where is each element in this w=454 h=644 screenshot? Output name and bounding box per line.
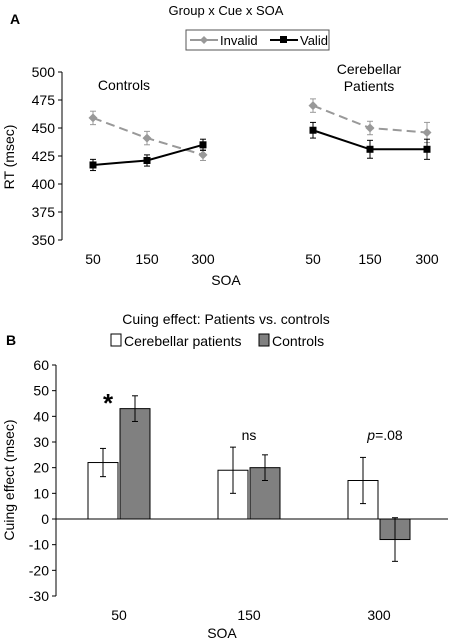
chart-a-point-valid (366, 145, 374, 153)
chart-a-y-tick-label: 425 (32, 148, 56, 164)
chart-a-point-invalid (198, 150, 208, 160)
chart-a-x-tick-label: 300 (191, 251, 215, 267)
chart-a-group-label-controls: Controls (98, 77, 150, 93)
legend-valid-marker (280, 36, 287, 43)
chart-a-y-tick-label: 375 (32, 204, 56, 220)
chart-b-x-axis-label: SOA (207, 625, 237, 641)
chart-b-plot-area: -30 -20 -10 0 10 20 30 40 50 60 50 150 300 * ns p=.08 (29, 357, 448, 623)
chart-a-point-invalid (308, 101, 318, 111)
chart-a-y-tick-label: 500 (32, 64, 56, 80)
chart-a-x-tick-label: 50 (85, 251, 101, 267)
chart-a-point-invalid (422, 127, 432, 137)
chart-a-plot-area: 350 375 400 425 450 475 500 50 150 300 50 150 300 (32, 64, 439, 267)
chart-a-point-valid (89, 161, 97, 169)
chart-b-y-tick-label: 40 (33, 408, 49, 424)
chart-b-y-tick-label: 60 (33, 357, 49, 373)
chart-a-x-tick-label: 50 (305, 251, 321, 267)
chart-a-x-tick-label: 300 (415, 251, 439, 267)
chart-a-y-axis-label: RT (msec) (1, 125, 17, 190)
chart-b-y-tick-label: -30 (29, 588, 49, 604)
chart-a-group-label-patients-line1: Cerebellar (337, 61, 402, 77)
chart-a-point-valid (309, 126, 317, 134)
legend-controls-swatch (258, 333, 270, 347)
chart-a-y-tick-label: 350 (32, 232, 56, 248)
chart-b-annotation-ns: ns (242, 427, 257, 443)
panel-label-a: A (10, 11, 20, 27)
legend-patients-label: Cerebellar patients (124, 333, 242, 349)
chart-a-y-tick-label: 475 (32, 92, 56, 108)
legend-invalid-marker (200, 36, 208, 44)
chart-b-y-tick-label: 50 (33, 383, 49, 399)
chart-a-point-invalid (365, 123, 375, 133)
chart-a-point-invalid (88, 113, 98, 123)
panel-label-b: B (6, 332, 16, 348)
chart-b-y-axis-label: Cuing effect (msec) (1, 419, 17, 540)
legend-patients-swatch (110, 333, 122, 347)
chart-b-y-tick-label: 20 (33, 460, 49, 476)
chart-b-y-tick-label: 0 (41, 511, 49, 527)
chart-a-y-tick-label: 400 (32, 176, 56, 192)
chart-a-x-tick-label: 150 (135, 251, 159, 267)
chart-a-y-tick-label: 450 (32, 120, 56, 136)
chart-a-title: Group x Cue x SOA (169, 3, 284, 18)
chart-a-legend: Invalid Valid (185, 29, 330, 51)
chart-b-y-tick-label: 30 (33, 434, 49, 450)
chart-a-point-valid (143, 156, 151, 164)
legend-controls-label: Controls (272, 333, 324, 349)
chart-a-x-axis-label: SOA (211, 272, 241, 288)
chart-a-point-valid (423, 145, 431, 153)
legend-invalid-label: Invalid (220, 33, 258, 48)
chart-b-annotation-p-value: p=.08 (366, 427, 403, 443)
chart-b-y-tick-label: -10 (29, 537, 49, 553)
chart-b-x-tick-label: 150 (237, 607, 261, 623)
chart-b-y-tick-label: 10 (33, 485, 49, 501)
chart-a-point-invalid (142, 133, 152, 143)
chart-a-legend-box (185, 29, 330, 51)
chart-b-title: Cuing effect: Patients vs. controls (122, 311, 330, 327)
legend-valid-label: Valid (300, 33, 328, 48)
chart-a-group-label-patients-line2: Patients (344, 78, 395, 94)
chart-b-annotation-significance: * (103, 388, 114, 418)
chart-b-bar-controls (119, 408, 151, 520)
chart-a-point-valid (199, 141, 207, 149)
chart-b-x-tick-label: 50 (111, 607, 127, 623)
chart-b-y-tick-label: -20 (29, 562, 49, 578)
chart-b-legend: Cerebellar patients Controls (110, 333, 324, 349)
chart-b-x-tick-label: 300 (367, 607, 391, 623)
chart-a-x-tick-label: 150 (358, 251, 382, 267)
